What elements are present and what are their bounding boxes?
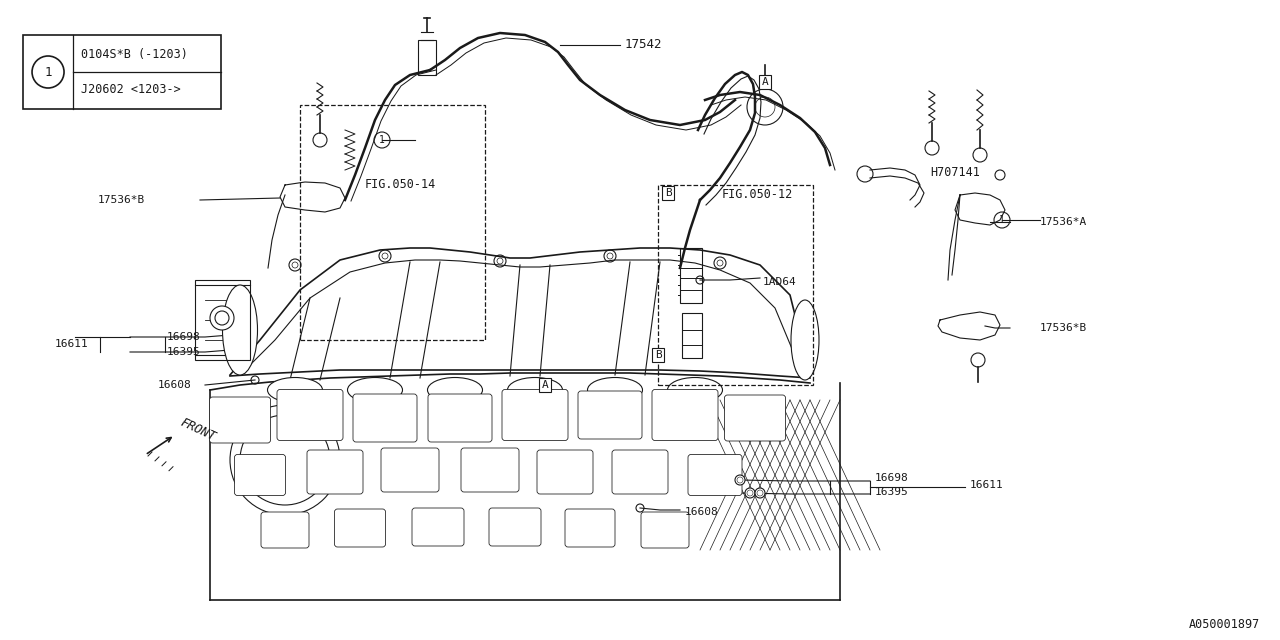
FancyBboxPatch shape	[428, 394, 492, 442]
Circle shape	[755, 488, 765, 498]
Bar	[195, 280, 250, 360]
Circle shape	[745, 488, 755, 498]
Ellipse shape	[347, 378, 402, 403]
Text: 1: 1	[1000, 215, 1005, 225]
FancyBboxPatch shape	[261, 512, 308, 548]
Text: FIG.050-14: FIG.050-14	[365, 179, 436, 191]
Text: 16698: 16698	[876, 473, 909, 483]
FancyBboxPatch shape	[652, 390, 718, 440]
FancyBboxPatch shape	[502, 390, 568, 440]
Text: A050001897: A050001897	[1189, 618, 1260, 632]
Bar	[23, 35, 221, 109]
Ellipse shape	[507, 378, 562, 403]
FancyBboxPatch shape	[538, 450, 593, 494]
Text: 17542: 17542	[625, 38, 663, 51]
FancyBboxPatch shape	[334, 509, 385, 547]
Text: J20602 <1203->: J20602 <1203->	[81, 83, 180, 96]
Bar	[682, 313, 701, 358]
Text: 1: 1	[379, 135, 385, 145]
FancyBboxPatch shape	[276, 390, 343, 440]
Text: H707141: H707141	[931, 166, 980, 179]
Text: 16395: 16395	[166, 347, 201, 357]
Text: 16698: 16698	[166, 332, 201, 342]
Text: 0104S*B (-1203): 0104S*B (-1203)	[81, 48, 188, 61]
FancyBboxPatch shape	[210, 397, 270, 443]
FancyBboxPatch shape	[579, 391, 643, 439]
FancyBboxPatch shape	[689, 454, 742, 495]
FancyBboxPatch shape	[564, 509, 614, 547]
Text: 17536*B: 17536*B	[1039, 323, 1087, 333]
Text: B: B	[664, 188, 672, 198]
Text: 16611: 16611	[55, 339, 88, 349]
FancyBboxPatch shape	[612, 450, 668, 494]
Ellipse shape	[268, 378, 323, 403]
Ellipse shape	[223, 285, 257, 375]
Text: A: A	[762, 77, 768, 87]
Text: FRONT: FRONT	[178, 416, 218, 444]
FancyBboxPatch shape	[641, 512, 689, 548]
Text: B: B	[654, 350, 662, 360]
Text: 1: 1	[45, 65, 51, 79]
FancyBboxPatch shape	[724, 395, 786, 441]
Bar	[300, 105, 485, 340]
Text: FIG.050-12: FIG.050-12	[722, 189, 794, 202]
Text: 16395: 16395	[876, 487, 909, 497]
Circle shape	[32, 56, 64, 88]
Bar	[680, 248, 701, 303]
FancyBboxPatch shape	[307, 450, 364, 494]
Circle shape	[735, 475, 745, 485]
Text: 17536*A: 17536*A	[1039, 217, 1087, 227]
Text: 17536*B: 17536*B	[99, 195, 145, 205]
Bar	[658, 185, 813, 385]
Text: 16611: 16611	[970, 480, 1004, 490]
Text: A: A	[541, 380, 548, 390]
Ellipse shape	[667, 378, 722, 403]
FancyBboxPatch shape	[412, 508, 465, 546]
Text: 16608: 16608	[685, 507, 719, 517]
FancyBboxPatch shape	[489, 508, 541, 546]
FancyBboxPatch shape	[461, 448, 518, 492]
Ellipse shape	[428, 378, 483, 403]
FancyBboxPatch shape	[234, 454, 285, 495]
Text: 1AD64: 1AD64	[763, 277, 796, 287]
Text: 16608: 16608	[157, 380, 192, 390]
Ellipse shape	[588, 378, 643, 403]
FancyBboxPatch shape	[353, 394, 417, 442]
FancyBboxPatch shape	[381, 448, 439, 492]
Ellipse shape	[791, 300, 819, 380]
Circle shape	[210, 306, 234, 330]
Bar	[419, 40, 436, 75]
